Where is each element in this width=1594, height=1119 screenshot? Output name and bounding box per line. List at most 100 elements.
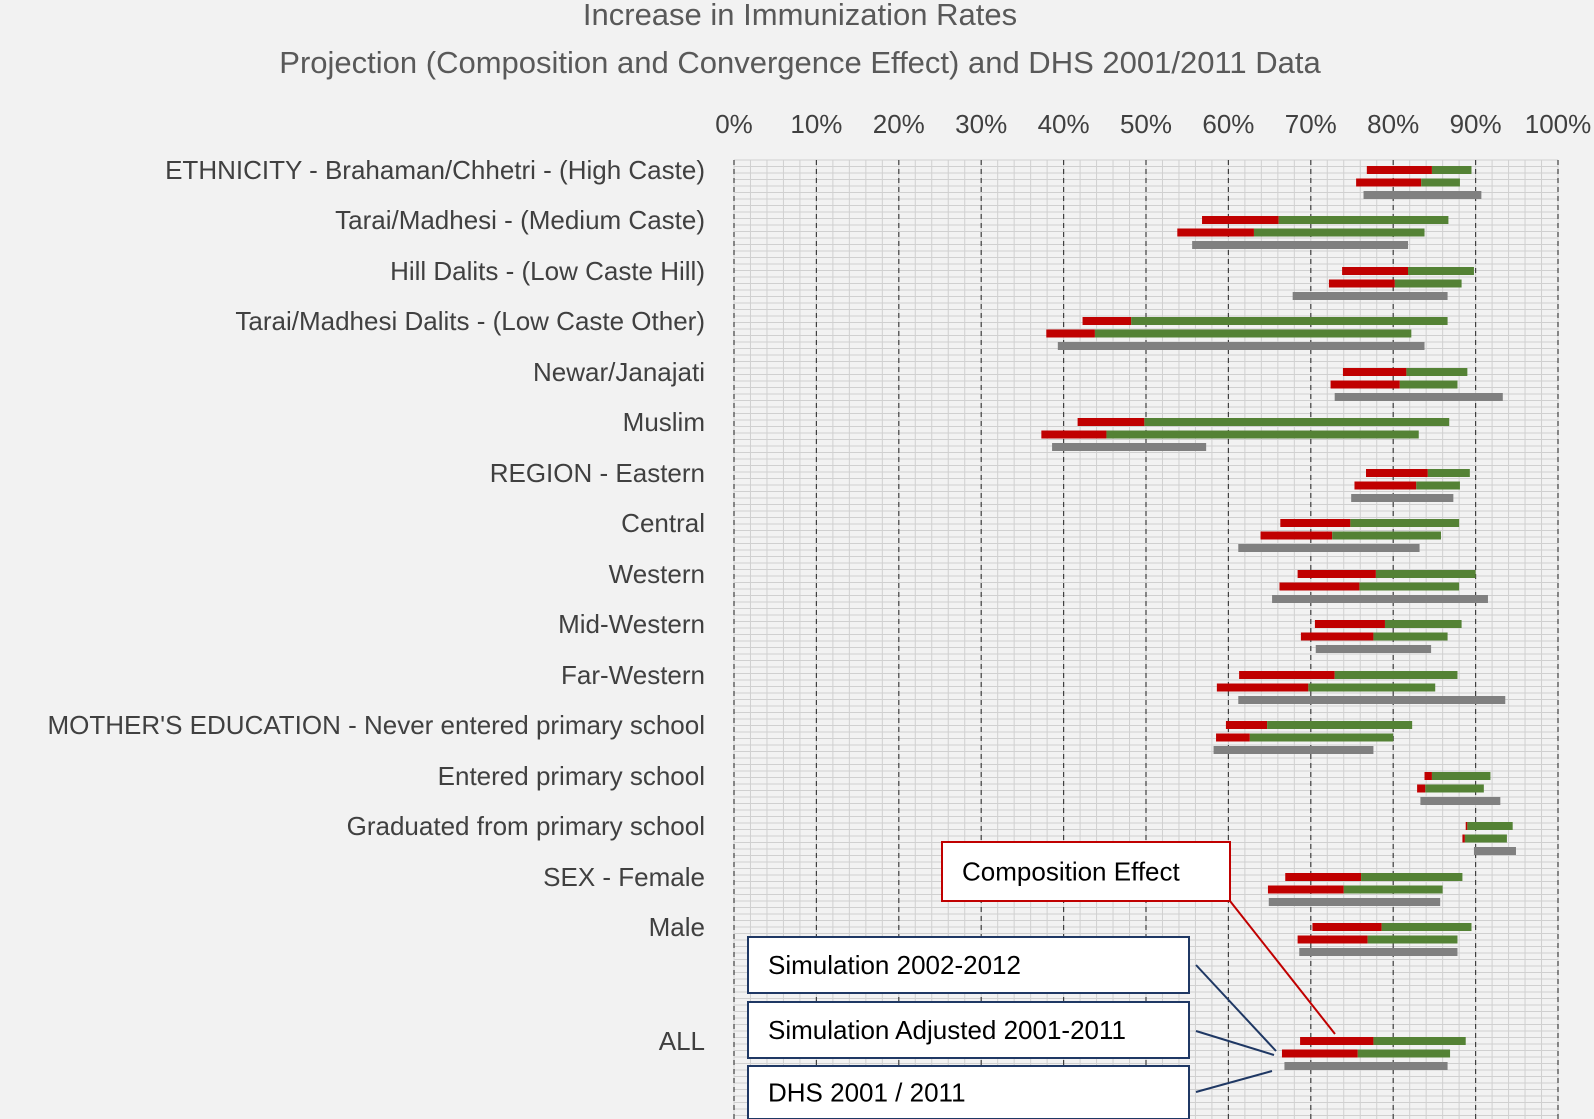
category-label: ETHNICITY - Brahaman/Chhetri - (High Cas…	[165, 155, 705, 185]
dhs-leader-line	[1195, 1070, 1273, 1093]
chart-title-line-1: Increase in Immunization Rates	[583, 0, 1017, 32]
dhs-bar	[1238, 696, 1506, 704]
composition-bar	[1356, 178, 1422, 187]
bars	[1041, 166, 1516, 1070]
simulation-adjusted-callout-label: Simulation Adjusted 2001-2011	[768, 1015, 1126, 1045]
composition-bar	[1239, 671, 1335, 679]
composition-bar	[1342, 267, 1409, 275]
dhs-bar	[1363, 191, 1482, 199]
convergence-bar	[1308, 683, 1436, 692]
category-label: Newar/Janajati	[533, 357, 705, 387]
convergence-bar	[1278, 216, 1449, 224]
x-tick-label: 90%	[1450, 109, 1502, 139]
category-label: ALL	[659, 1026, 705, 1056]
convergence-bar	[1144, 418, 1450, 426]
convergence-bar	[1367, 935, 1458, 944]
composition-bar	[1046, 329, 1095, 338]
convergence-bar	[1131, 317, 1448, 325]
convergence-bar	[1467, 822, 1513, 830]
composition-callout-label: Composition Effect	[962, 857, 1181, 887]
dhs-bar	[1272, 595, 1488, 603]
x-tick-label: 50%	[1120, 109, 1172, 139]
composition-bar	[1417, 784, 1426, 793]
x-tick-label: 0%	[715, 109, 753, 139]
category-label: SEX - Female	[543, 862, 705, 892]
composition-bar	[1260, 531, 1333, 540]
composition-bar	[1366, 469, 1428, 477]
dhs-bar	[1238, 544, 1420, 552]
convergence-bar	[1421, 178, 1460, 187]
composition-bar	[1424, 772, 1432, 780]
composition-bar	[1297, 935, 1368, 944]
simulation-leader-line	[1195, 964, 1277, 1052]
convergence-bar	[1350, 519, 1460, 527]
convergence-bar	[1416, 481, 1460, 490]
composition-bar	[1041, 430, 1107, 439]
convergence-bar	[1334, 671, 1458, 679]
composition-bar	[1281, 1049, 1358, 1058]
convergence-bar	[1427, 469, 1470, 477]
x-tick-label: 70%	[1285, 109, 1337, 139]
dhs-bar	[1052, 443, 1207, 451]
dhs-bar	[1268, 898, 1441, 906]
composition-bar	[1300, 632, 1374, 641]
category-label: Tarai/Madhesi Dalits - (Low Caste Other)	[235, 306, 705, 336]
composition-bar	[1342, 368, 1407, 376]
dhs-bar	[1351, 494, 1454, 502]
x-tick-label: 80%	[1367, 109, 1419, 139]
convergence-bar	[1267, 721, 1413, 729]
composition-callout-box	[941, 841, 1231, 902]
category-label: MOTHER'S EDUCATION - Never entered prima…	[47, 710, 705, 740]
composition-bar	[1366, 166, 1432, 174]
category-label: Muslim	[623, 407, 705, 437]
category-label: Graduated from primary school	[347, 811, 705, 841]
convergence-bar	[1408, 267, 1474, 275]
chart-title-line-2: Projection (Composition and Convergence …	[279, 45, 1321, 80]
composition-bar	[1077, 418, 1145, 426]
composition-bar	[1202, 216, 1279, 224]
convergence-bar	[1094, 329, 1412, 338]
simulation-adjusted-leader-line	[1195, 1030, 1275, 1056]
dhs-bar	[1213, 746, 1374, 754]
convergence-bar	[1343, 885, 1443, 894]
category-label: Hill Dalits - (Low Caste Hill)	[390, 256, 705, 286]
convergence-bar	[1406, 368, 1468, 376]
composition-bar	[1280, 519, 1351, 527]
convergence-bar	[1431, 166, 1472, 174]
convergence-bar	[1357, 1049, 1451, 1058]
composition-bar	[1462, 834, 1465, 843]
simulation-adjusted-callout-box	[747, 1001, 1190, 1059]
composition-leader-line	[1229, 900, 1336, 1035]
dhs-bar	[1420, 797, 1501, 805]
dhs-bar	[1057, 342, 1425, 350]
x-tick-label: 10%	[790, 109, 842, 139]
category-label: Central	[621, 508, 705, 538]
convergence-bar	[1399, 380, 1458, 389]
dhs-bar	[1299, 948, 1458, 956]
x-tick-label: 100%	[1525, 109, 1592, 139]
composition-bar	[1465, 822, 1468, 830]
composition-bar	[1330, 380, 1400, 389]
convergence-bar	[1332, 531, 1441, 540]
convergence-bar	[1381, 923, 1472, 931]
composition-bar	[1279, 582, 1360, 591]
category-label: Tarai/Madhesi - (Medium Caste)	[335, 205, 705, 235]
composition-bar	[1216, 733, 1250, 742]
composition-bar	[1267, 885, 1344, 894]
composition-bar	[1225, 721, 1268, 729]
category-label: Western	[609, 559, 705, 589]
composition-bar	[1216, 683, 1309, 692]
dhs-bar	[1473, 847, 1516, 855]
category-label: Male	[649, 912, 705, 942]
convergence-bar	[1431, 772, 1491, 780]
convergence-bar	[1375, 570, 1476, 578]
simulation-callout-label: Simulation 2002-2012	[768, 950, 1021, 980]
convergence-bar	[1106, 430, 1419, 439]
composition-bar	[1314, 620, 1385, 628]
category-label: Far-Western	[561, 660, 705, 690]
convergence-bar	[1425, 784, 1484, 793]
x-tick-label: 40%	[1038, 109, 1090, 139]
composition-bar	[1297, 570, 1376, 578]
